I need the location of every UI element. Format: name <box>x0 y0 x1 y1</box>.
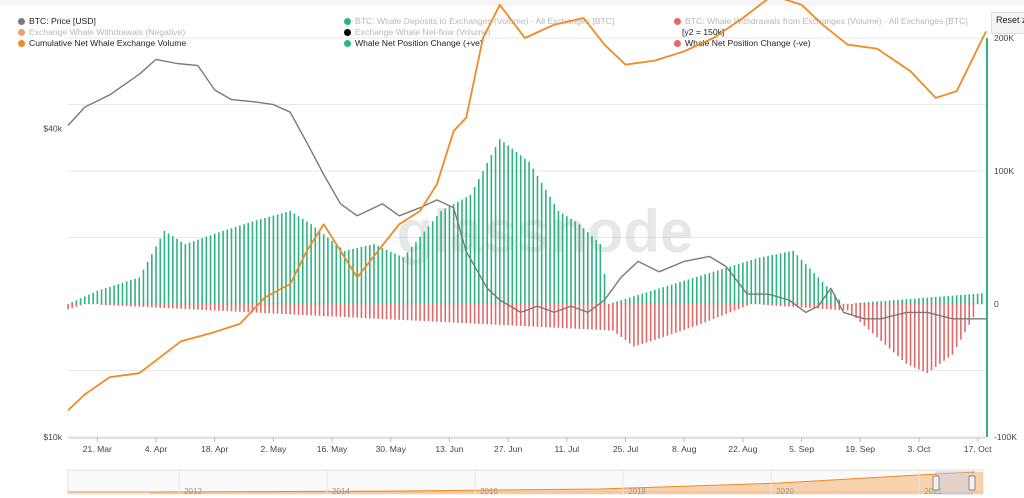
top-bar <box>0 0 1024 6</box>
y-left-tick-label: $40k <box>43 123 62 133</box>
chart-legend: BTC: Price [USD] BTC: Whale Deposits to … <box>18 16 988 52</box>
legend-item-withdrawals-negative[interactable]: Exchange Whale Withdrawals (Negative) <box>18 27 185 37</box>
x-tick-label: 4. Apr <box>145 444 168 454</box>
y-left-tick-label: $10k <box>43 432 62 442</box>
axes: $40k $10k 200K 100K 0 -100K 21. Mar 4. Apr 18. A… <box>43 33 1017 454</box>
x-tick-label: 17. Oct <box>964 444 992 454</box>
navigator-year-label: 2020 <box>776 487 794 496</box>
legend-note-y2: [y2 = 150k] <box>682 27 725 37</box>
navigator-year-label: 2014 <box>332 487 350 496</box>
y-right-tick-label: 0 <box>994 299 999 309</box>
legend-dot-icon <box>674 39 681 47</box>
x-tick-label: 13. Jun <box>435 444 463 454</box>
legend-item-positive[interactable]: Whale Net Position Change (+ve) <box>344 38 483 48</box>
x-tick-label: 2. May <box>260 444 286 454</box>
column-series <box>67 139 983 374</box>
legend-item-netflow[interactable]: Exchange Whale Net-flow (Volume) <box>344 27 491 37</box>
legend-dot-icon <box>344 39 351 47</box>
x-tick-label: 27. Jun <box>494 444 522 454</box>
legend-dot-icon <box>18 28 25 36</box>
x-tick-label: 21. Mar <box>83 444 112 454</box>
line-series <box>67 0 987 412</box>
x-tick-label: 19. Sep <box>845 444 875 454</box>
legend-item-price[interactable]: BTC: Price [USD] <box>18 16 96 26</box>
y-right-tick-label: 100K <box>994 166 1014 176</box>
x-tick-label: 25. Jul <box>613 444 638 454</box>
legend-item-withdrawals[interactable]: BTC: Whale Withdrawals from Exchanges (V… <box>674 16 968 26</box>
legend-item-negative[interactable]: Whale Net Position Change (-ve) <box>674 38 811 48</box>
legend-item-cumulative[interactable]: Cumulative Net Whale Exchange Volume <box>18 38 186 48</box>
legend-dot-icon <box>18 17 25 25</box>
legend-dot-icon <box>344 17 351 25</box>
cumulative-volume-line <box>67 0 987 412</box>
x-tick-label: 30. May <box>375 444 406 454</box>
x-tick-label: 22. Aug <box>728 444 757 454</box>
navigator-area <box>150 472 983 494</box>
x-tick-label: 16. May <box>317 444 348 454</box>
price-line <box>67 58 986 320</box>
navigator-line <box>149 471 976 493</box>
navigator-year-label: 2012 <box>184 487 202 496</box>
legend-dot-icon <box>18 39 25 47</box>
navigator-handle[interactable] <box>968 475 976 491</box>
x-tick-label: 8. Aug <box>672 444 697 454</box>
watermark: glassnode <box>397 198 694 265</box>
x-tick-label: 3. Oct <box>907 444 931 454</box>
legend-item-deposits[interactable]: BTC: Whale Deposits to Exchanges (Volume… <box>344 16 614 26</box>
x-tick-label: 18. Apr <box>201 444 228 454</box>
x-tick-label: 5. Sep <box>789 444 814 454</box>
navigator-selection[interactable] <box>935 471 973 495</box>
y-right-tick-label: -100K <box>994 432 1017 442</box>
navigator-year-label: 2022 <box>924 487 942 496</box>
grid-lines <box>68 37 986 438</box>
navigator-year-label: 2018 <box>628 487 646 496</box>
legend-dot-icon <box>344 28 351 36</box>
y-right-tick-label: 200K <box>994 33 1014 43</box>
legend-dot-icon <box>674 17 681 25</box>
navigator[interactable]: 2012 2014 2016 2018 2020 2022 <box>67 469 984 496</box>
navigator-year-label: 2016 <box>480 487 498 496</box>
navigator-handle[interactable] <box>932 475 940 491</box>
x-tick-label: 11. Jul <box>554 444 579 454</box>
reset-zoom-button[interactable]: Reset z <box>991 12 1024 34</box>
